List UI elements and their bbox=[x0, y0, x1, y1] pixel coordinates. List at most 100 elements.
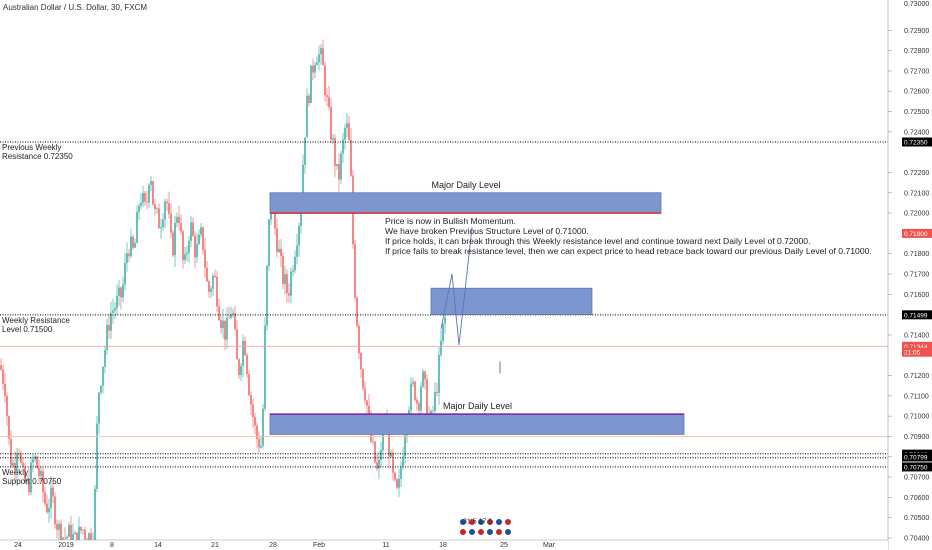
candle bbox=[104, 345, 106, 374]
candle bbox=[140, 193, 142, 210]
candle bbox=[190, 215, 192, 248]
candle bbox=[136, 205, 138, 244]
event-flag-icon[interactable] bbox=[459, 518, 467, 536]
zones[interactable] bbox=[269, 192, 685, 435]
candle bbox=[52, 479, 54, 504]
candle bbox=[156, 207, 158, 214]
candle bbox=[168, 191, 170, 219]
candle bbox=[334, 134, 336, 178]
weekly-support-label: Weekly Support 0.70750 bbox=[2, 467, 62, 486]
candle bbox=[106, 318, 108, 356]
price-badge[interactable]: 21:05 bbox=[902, 347, 932, 357]
price-badge[interactable]: 0.70750 bbox=[902, 462, 932, 472]
svg-text:0.72350: 0.72350 bbox=[904, 140, 928, 147]
candle bbox=[100, 384, 102, 395]
x-tick-label: 21 bbox=[211, 542, 219, 549]
candle bbox=[110, 301, 112, 339]
candle bbox=[398, 468, 400, 498]
y-tick-label: 0.72500 bbox=[904, 109, 929, 116]
candle bbox=[134, 239, 136, 248]
candle bbox=[310, 65, 312, 104]
candle bbox=[336, 164, 338, 170]
candle bbox=[436, 383, 438, 397]
x-tick-label: 18 bbox=[439, 542, 447, 549]
time-axis[interactable]: 24 2019 8 14 21 28 Feb 11 18 25 Mar bbox=[0, 539, 888, 550]
candle bbox=[188, 236, 190, 263]
candle bbox=[152, 180, 154, 206]
price-badge[interactable]: 0.71499 bbox=[902, 310, 932, 320]
analysis-note: Price is now in Bullish Momentum. We hav… bbox=[385, 216, 872, 256]
x-tick-label: Feb bbox=[313, 542, 325, 549]
candle bbox=[292, 264, 294, 277]
price-badge[interactable]: 0.72350 bbox=[902, 137, 932, 147]
candle bbox=[308, 93, 310, 107]
y-tick-label: 0.72900 bbox=[904, 28, 929, 35]
horizontal-levels bbox=[0, 141, 888, 468]
candle bbox=[178, 205, 180, 231]
y-tick-label: 0.72400 bbox=[904, 129, 929, 136]
candle bbox=[298, 223, 300, 258]
economic-events[interactable]: 31 5 17 6 bbox=[459, 518, 512, 536]
candle bbox=[74, 530, 76, 535]
candle bbox=[322, 39, 324, 66]
candle bbox=[118, 279, 120, 306]
candle bbox=[194, 231, 196, 269]
major-daily-level-lower-label: Major Daily Level bbox=[443, 401, 513, 412]
event-flag-icon[interactable] bbox=[486, 518, 494, 536]
candle bbox=[58, 520, 60, 542]
candle bbox=[316, 56, 318, 66]
candle bbox=[172, 230, 174, 257]
candle bbox=[424, 370, 426, 390]
price-badge[interactable]: 0.70799 bbox=[902, 452, 932, 462]
candle bbox=[276, 218, 278, 258]
candle bbox=[50, 476, 52, 519]
major-daily-level-upper-box[interactable] bbox=[269, 192, 662, 214]
candle bbox=[24, 462, 26, 483]
note-line-4: If price fails to break resistance level… bbox=[385, 246, 872, 256]
svg-text:0.70799: 0.70799 bbox=[904, 454, 928, 461]
target-zone-box[interactable] bbox=[430, 287, 593, 316]
y-tick-label-top: 0.73000 bbox=[904, 1, 929, 8]
candle bbox=[402, 447, 404, 470]
candle bbox=[114, 302, 116, 320]
price-axis[interactable]: 0.73000 0.72900 0.72800 0.72700 0.72600 0.725… bbox=[887, 0, 932, 550]
major-daily-level-lower-box[interactable] bbox=[269, 413, 685, 435]
candle bbox=[124, 253, 126, 291]
candle bbox=[218, 298, 220, 322]
y-tick-label: 0.72100 bbox=[904, 190, 929, 197]
candle bbox=[420, 381, 422, 419]
candle bbox=[346, 113, 348, 137]
candle bbox=[344, 124, 346, 150]
candle bbox=[144, 190, 146, 206]
candle bbox=[232, 308, 234, 318]
candle bbox=[340, 150, 342, 184]
svg-text:0.71900: 0.71900 bbox=[904, 231, 928, 238]
candle bbox=[142, 185, 144, 208]
candle bbox=[252, 398, 254, 428]
event-flag-icon[interactable] bbox=[468, 518, 476, 536]
candle bbox=[30, 456, 32, 496]
candle bbox=[176, 212, 178, 227]
candle bbox=[414, 380, 416, 403]
candle bbox=[162, 212, 164, 231]
candle bbox=[16, 447, 18, 482]
price-badge[interactable]: 0.71900 bbox=[902, 228, 932, 238]
candle bbox=[378, 451, 380, 480]
price-badge[interactable]: 0.71344 bbox=[902, 341, 932, 351]
candle bbox=[166, 198, 168, 211]
y-tick-label: 0.71000 bbox=[904, 414, 929, 421]
candle bbox=[42, 465, 44, 503]
candle bbox=[394, 471, 396, 483]
candle bbox=[26, 474, 28, 486]
candle bbox=[286, 269, 288, 303]
event-flag-icon[interactable] bbox=[477, 518, 485, 536]
candle bbox=[128, 248, 130, 262]
candle bbox=[288, 283, 290, 303]
event-flag-icon[interactable] bbox=[504, 518, 512, 536]
candle bbox=[228, 306, 230, 319]
candle bbox=[154, 198, 156, 216]
candle bbox=[314, 61, 316, 79]
candle bbox=[226, 307, 228, 349]
event-flag-icon[interactable] bbox=[495, 518, 503, 536]
